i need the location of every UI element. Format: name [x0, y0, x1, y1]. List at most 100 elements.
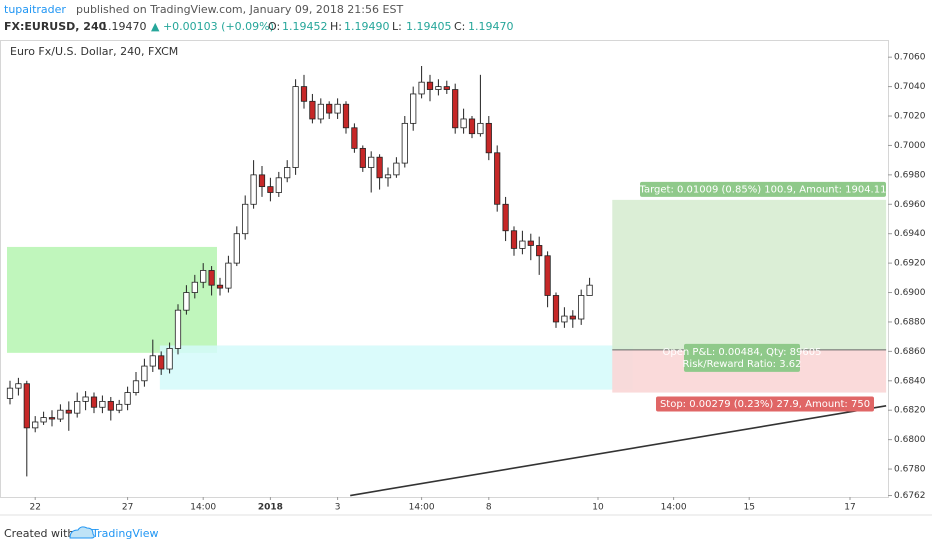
candle-body [141, 365, 148, 382]
y-tick-label: 0.6880 [894, 317, 926, 327]
x-tick-label: 14:00 [409, 503, 435, 513]
candle-body [351, 127, 358, 149]
candle-body [418, 81, 425, 95]
candle-body [183, 292, 190, 311]
target-label: Target: 0.01009 (0.85%) 100.9, Amount: 1… [639, 184, 887, 195]
y-tick-label: 0.7020 [894, 112, 926, 122]
candle-body [284, 167, 291, 179]
y-tick-label: 0.6980 [894, 170, 926, 180]
candle-body [216, 284, 224, 289]
zone [7, 246, 217, 353]
candle-body [166, 348, 173, 370]
candle-body [460, 118, 467, 129]
publisher[interactable]: tupaitrader [4, 3, 66, 16]
candle-body [82, 396, 89, 402]
candle-body [376, 156, 383, 179]
candle-body [107, 400, 114, 411]
x-tick-label: 17 [844, 503, 855, 513]
x-tick-label: 14:00 [661, 503, 687, 513]
candle-body [233, 233, 240, 264]
candle-body [586, 284, 593, 296]
target-label-box [640, 181, 886, 197]
y-tick-label: 0.6900 [894, 288, 926, 298]
x-tick-label: 14:00 [190, 503, 216, 513]
candle-body [99, 400, 106, 408]
y-tick-label: 0.6840 [894, 376, 926, 386]
candle-body [317, 103, 324, 120]
y-tick-label: 0.7060 [894, 53, 926, 63]
candle-body [48, 417, 56, 420]
candle-body [443, 86, 450, 90]
candle-body [452, 89, 459, 129]
candle-body [544, 255, 551, 296]
y-tick-label: 0.6800 [894, 435, 926, 445]
y-tick-label: 0.6820 [894, 406, 926, 416]
ohlc-label: C: [454, 20, 465, 33]
plot-frame [0, 40, 889, 498]
candle-body [561, 315, 568, 323]
y-tick-label: 0.6960 [894, 200, 926, 210]
candle-body [578, 295, 585, 320]
stop-label: Stop: 0.00279 (0.23%) 27.9, Amount: 750 [660, 399, 870, 410]
stop-label-box [656, 396, 874, 412]
x-tick-label: 27 [122, 503, 133, 513]
candle-body [267, 186, 274, 193]
x-tick-label: 15 [743, 503, 754, 513]
candle-body [359, 147, 366, 168]
candle-body [468, 118, 476, 135]
candle-body [485, 122, 492, 154]
ratio-label: Risk/Reward Ratio: 3.62 [682, 359, 801, 370]
x-tick-label: 10 [592, 503, 604, 513]
candle-body [401, 122, 408, 164]
ohlc-label: H: [330, 20, 342, 33]
candle-body [510, 230, 518, 249]
candle-body [477, 122, 484, 135]
candle-body [32, 421, 39, 429]
y-tick-label: 0.6920 [894, 259, 926, 269]
symbol: FX:EURUSD, 240 [4, 20, 107, 33]
ohlc-value: 1.19452 [282, 20, 328, 33]
candle-body [384, 174, 392, 179]
pnl-box [684, 343, 800, 372]
candle-body [74, 400, 81, 414]
candle-body [57, 409, 64, 420]
candle-body [15, 383, 22, 389]
zone [159, 345, 633, 390]
tradingview-logo [69, 526, 95, 539]
target-zone [612, 199, 887, 350]
created-with: Created with [4, 527, 74, 540]
y-tick-label: 0.6780 [894, 465, 926, 475]
candle-body [65, 409, 72, 414]
ohlc-value: 1.19405 [406, 20, 452, 33]
y-tick-label: 0.6762 [894, 491, 926, 501]
candle-body [242, 203, 249, 235]
candle-body [300, 86, 308, 102]
candle-body [200, 270, 207, 283]
candle-body [552, 295, 560, 323]
change: ▲ +0.00103 (+0.09%) [151, 20, 274, 33]
candle-body [435, 86, 442, 90]
y-tick-label: 0.6940 [894, 229, 926, 239]
candle-body [174, 309, 182, 349]
candle-body [191, 281, 198, 293]
ohlc-label: L: [392, 20, 402, 33]
candle-body [208, 270, 215, 286]
candle-body [6, 387, 14, 399]
candle-body [342, 103, 350, 129]
candle-body [368, 156, 375, 168]
candle-body [124, 392, 131, 405]
candle-body [426, 81, 434, 90]
candle-body [292, 86, 299, 168]
candle-body [40, 417, 47, 423]
x-tick-label: 8 [486, 503, 492, 513]
y-tick-label: 0.6860 [894, 347, 926, 357]
candle-body [258, 174, 266, 188]
candle-body [527, 240, 534, 246]
candle-body [502, 203, 509, 232]
x-tick-label: 22 [29, 503, 40, 513]
y-tick-label: 0.7000 [894, 141, 926, 151]
candle-body [410, 93, 417, 124]
candle-body [158, 355, 165, 370]
candle-body [519, 240, 526, 249]
brand[interactable]: TradingView [91, 527, 158, 540]
